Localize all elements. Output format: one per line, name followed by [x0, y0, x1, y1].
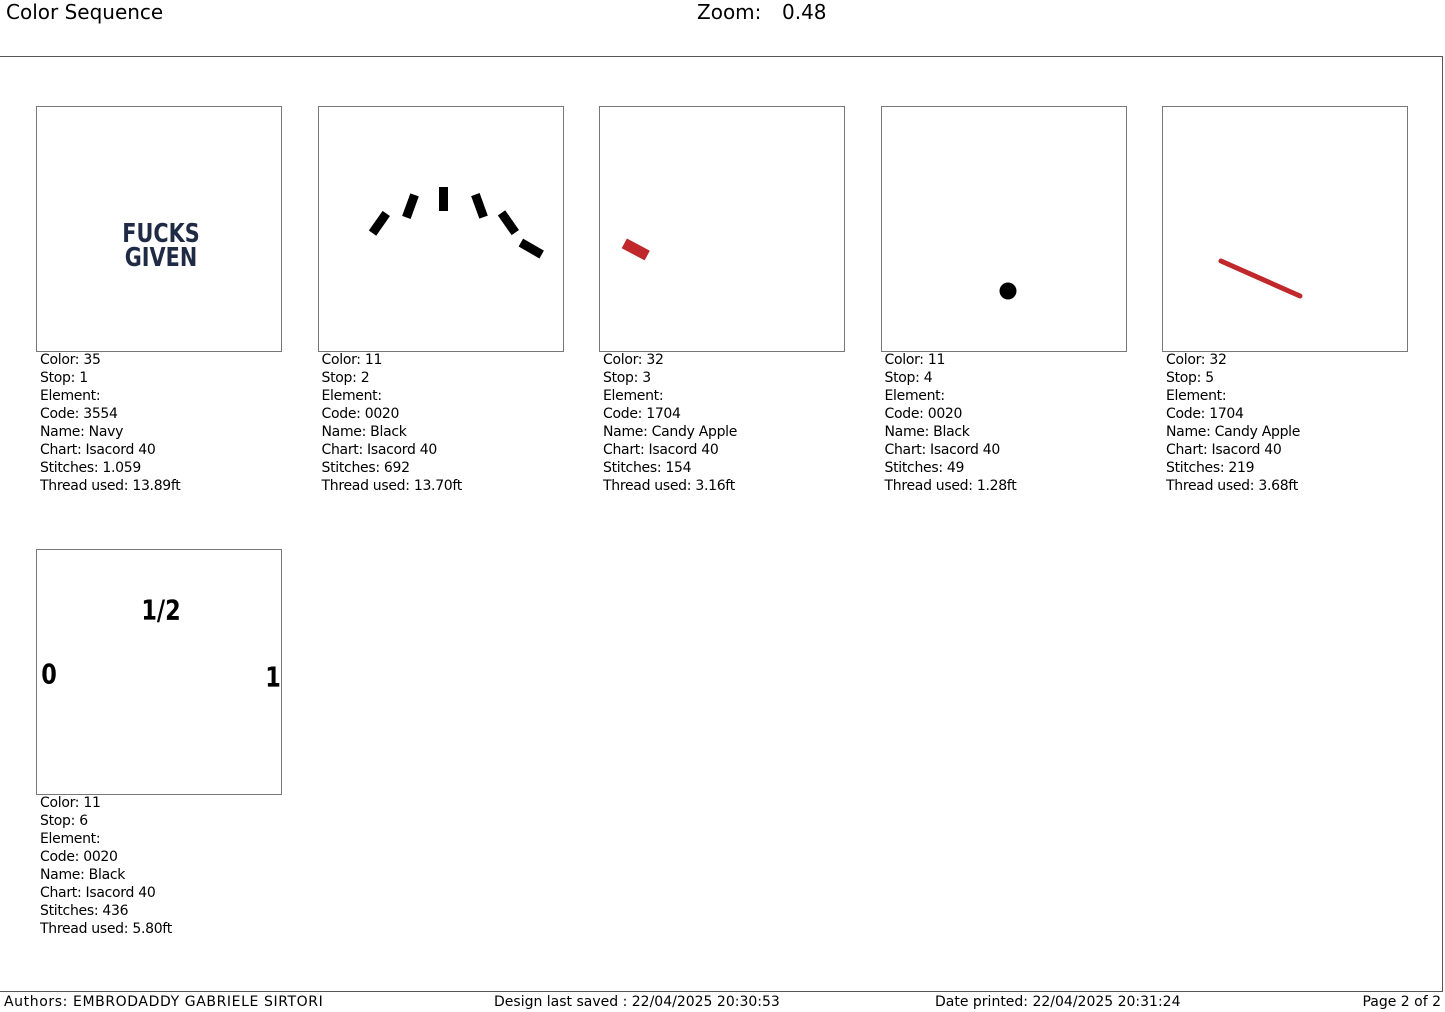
info-line: Color: 11: [40, 795, 101, 811]
info-line: Chart: Isacord 40: [321, 442, 438, 458]
preview-text: FUCKS: [122, 218, 199, 249]
info-line: Chart: Isacord 40: [603, 442, 719, 458]
preview-text: 1/2: [141, 593, 180, 626]
preview-text: 0: [41, 657, 57, 690]
info-line: Thread used: 5.80ft: [40, 921, 172, 937]
info-line: Thread used: 1.28ft: [884, 478, 1017, 494]
info-line: Name: Black: [40, 867, 126, 883]
authors: Authors: EMBRODADDY GABRIELE SIRTORI: [4, 994, 324, 1010]
info-line: Element:: [40, 831, 101, 847]
info-line: Name: Candy Apple: [603, 424, 738, 440]
info-line: Element:: [321, 388, 383, 404]
info-line: Stop: 6: [40, 813, 88, 829]
info-line: Stop: 5: [1166, 370, 1214, 386]
preview: 1/2 0 1: [41, 593, 281, 693]
info-line: Thread used: 3.16ft: [603, 478, 735, 494]
info-line: Stitches: 1.059: [40, 460, 141, 476]
info-line: Element:: [603, 388, 664, 404]
info-line: Color: 32: [603, 352, 664, 368]
saved: Design last saved : 22/04/2025 20:30:53: [494, 994, 780, 1010]
stitch-shape: [401, 193, 419, 219]
info-line: Thread used: 3.68ft: [1166, 478, 1298, 494]
info-line: Stitches: 49: [884, 460, 965, 476]
preview-box: 1/2 0 1: [36, 549, 282, 795]
stitch-shape: [438, 187, 448, 211]
info-line: Element:: [40, 388, 101, 404]
info-line: Color: 32: [1166, 352, 1227, 368]
info-line: Code: 1704: [603, 406, 681, 422]
page-number: Page 2 of 2: [1362, 994, 1441, 1010]
info-line: Name: Navy: [40, 424, 124, 440]
info-line: Stop: 1: [40, 370, 88, 386]
info-line: Code: 1704: [1166, 406, 1244, 422]
info-line: Code: 0020: [40, 849, 118, 865]
info-line: Name: Candy Apple: [1166, 424, 1301, 440]
info-line: Stop: 4: [884, 370, 933, 386]
zoom-label: Zoom:: [697, 0, 762, 24]
info-line: Color: 35: [40, 352, 101, 368]
info-line: Thread used: 13.89ft: [40, 478, 181, 494]
preview: [999, 282, 1016, 300]
info-line: Color: 11: [884, 352, 946, 368]
info-line: Chart: Isacord 40: [40, 885, 156, 901]
preview: [368, 187, 544, 259]
info-line: Name: Black: [321, 424, 407, 440]
stitch-shape: [497, 210, 519, 236]
preview-text: GIVEN: [125, 242, 197, 273]
info-line: Name: Black: [884, 424, 970, 440]
preview-text: 1: [265, 660, 281, 693]
printed: Date printed: 22/04/2025 20:31:24: [935, 994, 1181, 1010]
stitch-shape: [1218, 258, 1303, 299]
preview-box: [317, 106, 564, 352]
info-line: Stitches: 692: [321, 460, 411, 476]
info-line: Color: 11: [321, 352, 383, 368]
stitch-shape: [999, 282, 1016, 300]
zoom-value: 0.48: [782, 0, 827, 24]
info-line: Chart: Isacord 40: [884, 442, 1001, 458]
info-line: Chart: Isacord 40: [1166, 442, 1282, 458]
stitch-shape: [470, 193, 488, 219]
info-line: Stop: 2: [321, 370, 370, 386]
info-line: Code: 0020: [321, 406, 400, 422]
preview-box: [599, 106, 845, 352]
info-line: Stitches: 436: [40, 903, 129, 919]
title: Color Sequence: [6, 0, 164, 24]
stitch-shape: [368, 210, 390, 236]
info-line: Code: 0020: [884, 406, 963, 422]
info-line: Stop: 3: [603, 370, 651, 386]
preview-box: FUCKS GIVEN: [36, 106, 282, 352]
stitch-shape: [621, 238, 650, 261]
preview: [621, 238, 650, 261]
stitch-shape: [518, 238, 544, 259]
info-line: Element:: [1166, 388, 1227, 404]
info-line: Chart: Isacord 40: [40, 442, 156, 458]
info-line: Stitches: 219: [1166, 460, 1255, 476]
info-line: Thread used: 13.70ft: [321, 478, 463, 494]
info-line: Element:: [884, 388, 946, 404]
preview: [1218, 258, 1303, 299]
info-line: Code: 3554: [40, 406, 118, 422]
preview-box: [1162, 106, 1408, 352]
frame: [0, 56, 1443, 992]
info-line: Stitches: 154: [603, 460, 692, 476]
preview-box: [880, 106, 1127, 352]
